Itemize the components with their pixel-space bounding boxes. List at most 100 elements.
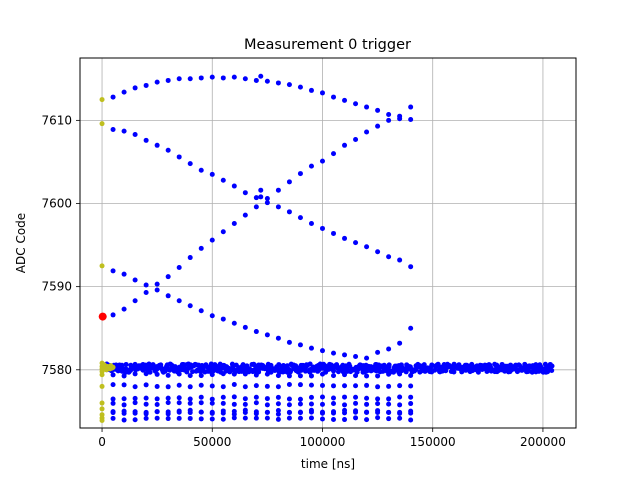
data-point [209,416,215,422]
data-point [110,396,116,402]
data-point [319,158,325,164]
data-point [319,383,325,389]
data-point [364,104,370,110]
data-point [451,369,457,375]
data-point [187,255,193,261]
data-point [353,101,359,107]
data-point [286,382,292,388]
data-point [286,373,292,379]
data-point [331,151,337,157]
data-point [319,394,325,400]
data-point [386,396,392,402]
data-point [187,410,193,416]
data-point [386,416,392,422]
data-point [297,401,303,407]
data-point [443,368,449,374]
data-point [319,410,325,416]
data-point [198,373,204,379]
data-point [187,303,193,309]
data-point [403,369,409,375]
data-point [386,409,392,415]
data-point [220,316,226,322]
data-point [308,415,314,421]
data-point [253,195,259,201]
data-point [176,265,182,271]
data-point [418,368,424,374]
data-point [253,204,259,210]
data-point [353,353,359,359]
data-point [364,129,370,135]
data-point [342,142,348,148]
data-point [408,372,414,378]
data-point [275,408,281,414]
data-point [220,394,226,400]
data-point [132,384,138,390]
data-point [375,384,381,390]
data-point [132,395,138,401]
data-point [242,190,248,196]
data-point [198,245,204,251]
data-point [308,409,314,415]
data-point [364,244,370,250]
data-point [549,367,555,373]
data-point [381,362,387,368]
data-point [119,362,125,368]
data-point [231,183,237,189]
data-point [397,394,403,400]
data-point [143,382,149,388]
data-point [110,382,116,388]
data-point [99,383,105,389]
data-point [331,410,337,416]
data-point [286,415,292,421]
data-point [231,320,237,326]
data-point [165,400,171,406]
data-point [319,416,325,422]
data-point [209,400,215,406]
data-point [408,383,414,389]
data-point [121,396,127,402]
data-point [375,415,381,421]
data-point [264,415,270,421]
data-point [297,415,303,421]
data-point [132,417,138,423]
data-point [187,396,193,402]
data-point [110,372,116,378]
data-point [308,163,314,169]
data-point [220,400,226,406]
data-point [342,97,348,103]
data-point [397,415,403,421]
data-point [375,123,381,129]
data-point [209,410,215,416]
data-point [342,402,348,408]
data-point [435,363,441,369]
data-point [264,332,270,338]
data-point [143,282,149,288]
data-point [275,80,281,86]
data-point [297,84,303,90]
data-point [176,415,182,421]
data-point [209,313,215,319]
data-point [364,417,370,423]
data-point [242,384,248,390]
data-point [342,352,348,358]
data-point [253,415,259,421]
data-points [98,73,555,424]
data-point [154,415,160,421]
data-point [143,371,149,377]
data-point [165,77,171,83]
data-point [408,104,414,110]
data-point [147,369,153,375]
data-point [198,409,204,415]
data-point [286,209,292,215]
y-tick-label: 7610 [41,113,72,127]
data-point [353,136,359,142]
x-axis-ticks: 0 50000 100000 150000 200000 [98,428,566,449]
data-point [275,373,281,379]
data-point [123,361,129,367]
data-point [209,396,215,402]
data-point [158,362,164,368]
data-point [231,74,237,80]
data-point [456,362,462,368]
data-point [99,406,105,412]
